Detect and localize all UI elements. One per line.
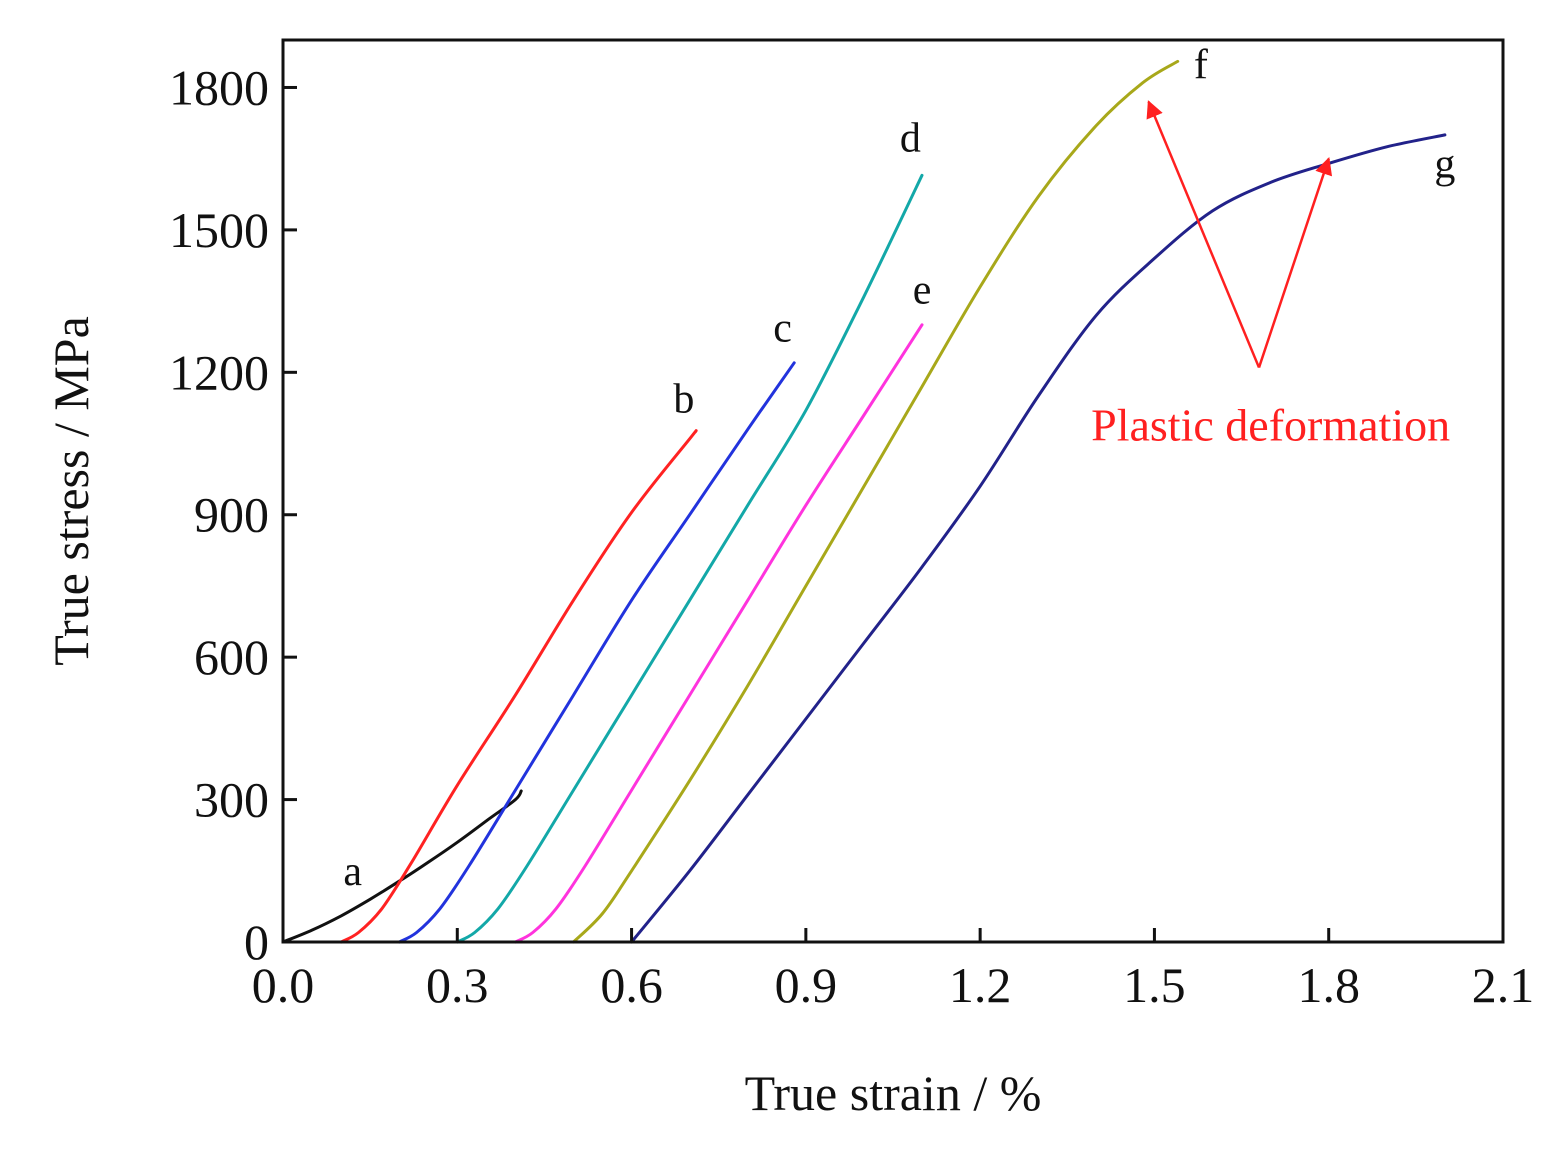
curve-label-f: f bbox=[1194, 42, 1208, 88]
series-line-c bbox=[397, 361, 796, 944]
x-tick-label: 2.1 bbox=[1472, 957, 1535, 1013]
series-line-d bbox=[455, 173, 924, 944]
curve-label-a: a bbox=[343, 849, 362, 895]
x-axis-ticks: 0.0 0.3 0.6 0.9 1.2 1.5 1.8 2.1 bbox=[252, 928, 1535, 1013]
plot-frame bbox=[281, 38, 1505, 944]
series-line-g bbox=[630, 133, 1447, 944]
x-tick-label: 0.6 bbox=[600, 957, 663, 1013]
x-axis-title: True strain / % bbox=[745, 1065, 1042, 1121]
x-tick-label: 1.2 bbox=[949, 957, 1012, 1013]
y-tick-label: 1500 bbox=[169, 202, 269, 258]
y-tick-label: 0 bbox=[244, 914, 269, 970]
x-tick-label: 0.3 bbox=[426, 957, 489, 1013]
curve-label-g: g bbox=[1434, 142, 1455, 188]
y-tick-label: 900 bbox=[194, 487, 269, 543]
x-tick-label: 0.0 bbox=[252, 957, 315, 1013]
x-tick-label: 1.8 bbox=[1297, 957, 1360, 1013]
curve-label-c: c bbox=[773, 305, 792, 351]
series-line-f bbox=[572, 59, 1180, 944]
y-tick-label: 600 bbox=[194, 629, 269, 685]
y-tick-label: 1200 bbox=[169, 344, 269, 400]
x-tick-label: 1.5 bbox=[1123, 957, 1186, 1013]
y-axis-ticks: 0 300 600 900 1200 1500 1800 bbox=[169, 59, 297, 970]
series-line-e bbox=[513, 323, 924, 944]
annotations-layer: Plastic deformation bbox=[1091, 100, 1450, 451]
series-layer bbox=[281, 59, 1447, 944]
y-tick-label: 1800 bbox=[169, 59, 269, 115]
series-line-a bbox=[281, 789, 523, 944]
series-line-b bbox=[339, 429, 698, 944]
y-axis-title: True stress / MPa bbox=[43, 316, 99, 666]
curve-label-d: d bbox=[900, 116, 921, 162]
curve-label-b: b bbox=[673, 377, 694, 423]
curve-labels-layer: a b c d e f g bbox=[343, 42, 1455, 895]
x-tick-label: 0.9 bbox=[775, 957, 838, 1013]
annotation-arrow bbox=[1146, 100, 1261, 369]
annotation-plastic-deformation: Plastic deformation bbox=[1091, 400, 1450, 451]
curve-label-e: e bbox=[913, 267, 932, 313]
annotation-arrow bbox=[1257, 157, 1333, 368]
y-tick-label: 300 bbox=[194, 772, 269, 828]
